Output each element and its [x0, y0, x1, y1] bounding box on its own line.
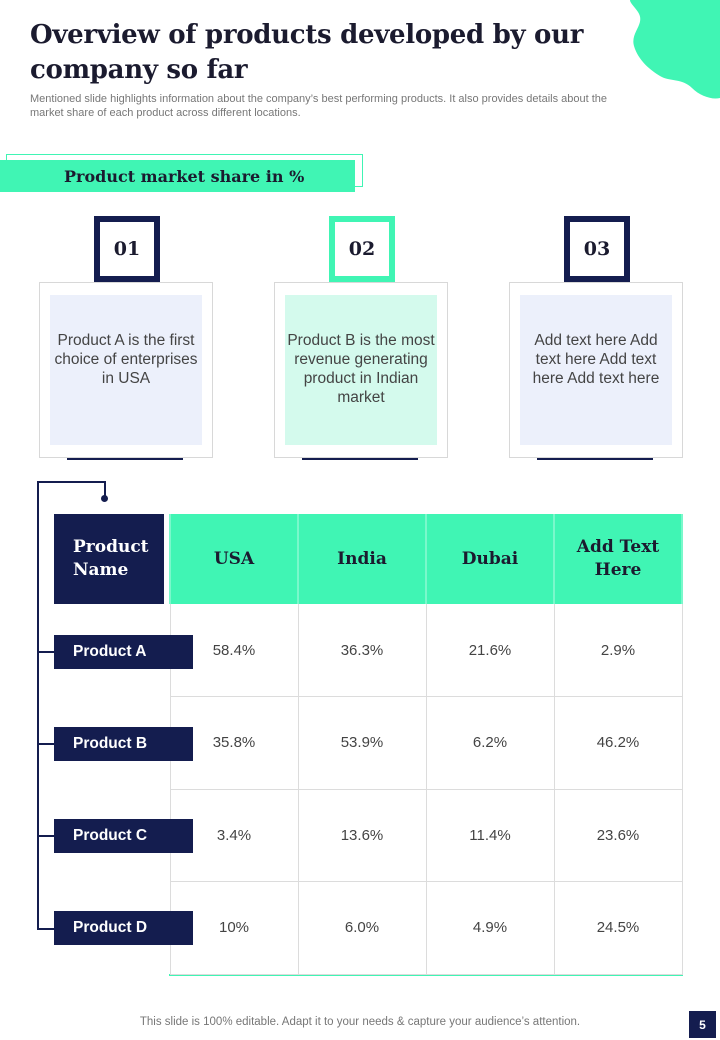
card-number-badge: 01 — [94, 216, 160, 282]
card-underline — [537, 458, 653, 460]
table-cell: 36.3% — [297, 604, 427, 697]
card-underline — [302, 458, 418, 460]
row-label-product-a: Product A — [54, 635, 193, 669]
row-header-label: Product Name — [73, 537, 149, 580]
table-row: 35.8% 53.9% 6.2% 46.2% — [169, 696, 683, 790]
bracket-top-line — [37, 481, 105, 483]
card-text: Product A is the first choice of enterpr… — [50, 295, 202, 445]
product-card-2: 02 Product B is the most revenue generat… — [274, 216, 448, 460]
bracket-tick — [37, 743, 55, 745]
table-row: 10% 6.0% 4.9% 24.5% — [169, 881, 683, 975]
card-number-badge: 02 — [329, 216, 395, 282]
table-cell: 4.9% — [425, 881, 555, 975]
bracket-tick — [37, 651, 55, 653]
row-label-product-b: Product B — [54, 727, 193, 761]
product-card-3: 03 Add text here Add text here Add text … — [509, 216, 683, 460]
table-cell: 6.0% — [297, 881, 427, 975]
table-cell: 24.5% — [553, 881, 683, 975]
footer-note: This slide is 100% editable. Adapt it to… — [139, 1016, 581, 1028]
product-card-1: 01 Product A is the first choice of ente… — [39, 216, 213, 460]
table-header-row: USA India Dubai Add Text Here — [169, 514, 683, 604]
column-header-add-text: Add Text Here — [553, 514, 683, 604]
page-number: 5 — [689, 1011, 716, 1038]
market-share-table: USA India Dubai Add Text Here 58.4% 36.3… — [169, 514, 683, 976]
table-cell: 13.6% — [297, 789, 427, 882]
card-text: Add text here Add text here Add text her… — [520, 295, 672, 445]
table-row: 3.4% 13.6% 11.4% 23.6% — [169, 789, 683, 882]
column-header-dubai: Dubai — [425, 514, 555, 604]
bracket-tick — [37, 928, 55, 930]
card-text: Product B is the most revenue generating… — [285, 295, 437, 445]
table-row: 58.4% 36.3% 21.6% 2.9% — [169, 604, 683, 697]
section-heading: Product market share in % — [0, 160, 355, 192]
table-cell: 21.6% — [425, 604, 555, 697]
table-cell: 2.9% — [553, 604, 683, 697]
page-subtitle: Mentioned slide highlights information a… — [30, 93, 608, 119]
row-label-product-c: Product C — [54, 819, 193, 853]
card-frame: Product B is the most revenue generating… — [274, 282, 448, 458]
bracket-drop-line — [104, 481, 106, 498]
table-cell: 23.6% — [553, 789, 683, 882]
table-cell: 53.9% — [297, 696, 427, 790]
card-frame: Product A is the first choice of enterpr… — [39, 282, 213, 458]
column-header-usa: USA — [169, 514, 299, 604]
table-cell: 46.2% — [553, 696, 683, 790]
column-header-india: India — [297, 514, 427, 604]
page-title: Overview of products developed by our co… — [30, 20, 584, 85]
bracket-line — [37, 481, 39, 930]
card-frame: Add text here Add text here Add text her… — [509, 282, 683, 458]
bracket-dot — [101, 495, 108, 502]
table-cell: 11.4% — [425, 789, 555, 882]
table-cell: 6.2% — [425, 696, 555, 790]
card-underline — [67, 458, 183, 460]
decorative-blob — [630, 0, 720, 99]
bracket-tick — [37, 835, 55, 837]
row-header-product-name: Product Name — [54, 514, 164, 604]
section-heading-label: Product market share in % — [64, 166, 305, 186]
row-label-product-d: Product D — [54, 911, 193, 945]
card-number-badge: 03 — [564, 216, 630, 282]
